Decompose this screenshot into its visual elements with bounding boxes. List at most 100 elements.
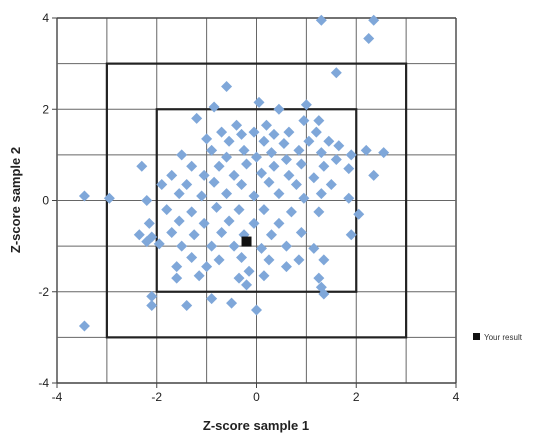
data-point <box>325 179 337 191</box>
y-tick-label: -2 <box>38 285 49 299</box>
data-point <box>228 169 240 181</box>
data-point <box>136 160 148 172</box>
data-point <box>258 135 270 147</box>
data-point <box>363 33 375 45</box>
data-point <box>273 103 285 115</box>
data-point <box>78 320 90 332</box>
legend: Your result <box>473 333 523 342</box>
reference-box <box>155 108 358 293</box>
your-result-marker <box>241 236 252 247</box>
data-point <box>186 252 198 264</box>
data-point <box>206 293 218 305</box>
your-result-group <box>241 236 252 247</box>
data-point <box>258 270 270 282</box>
data-point <box>248 190 260 202</box>
data-point <box>213 160 225 172</box>
data-point <box>315 147 327 159</box>
data-point <box>221 188 233 200</box>
data-point <box>263 176 275 188</box>
data-point <box>255 242 267 254</box>
data-point <box>221 151 233 163</box>
data-point <box>318 160 330 172</box>
data-point <box>293 254 305 266</box>
tick-labels: -4 -2 0 2 4 4 2 0 -2 -4 <box>38 11 459 404</box>
data-point <box>295 226 307 238</box>
y-axis-title: Z-score sample 2 <box>8 147 23 253</box>
data-point <box>233 204 245 216</box>
data-point <box>265 229 277 241</box>
data-point <box>166 226 178 238</box>
data-point <box>248 217 260 229</box>
data-point <box>198 217 210 229</box>
y-tick-label: -4 <box>38 376 49 390</box>
data-point <box>231 119 243 131</box>
data-point <box>143 217 155 229</box>
data-point <box>260 119 272 131</box>
x-tick-label: 4 <box>453 390 460 404</box>
data-point <box>176 149 188 161</box>
data-point <box>315 188 327 200</box>
data-point <box>193 270 205 282</box>
data-point <box>318 254 330 266</box>
data-point <box>313 272 325 284</box>
legend-label: Your result <box>484 333 523 342</box>
data-point <box>78 190 90 202</box>
legend-marker <box>473 333 480 340</box>
data-point <box>173 215 185 227</box>
data-point <box>295 158 307 170</box>
data-point <box>333 140 345 152</box>
data-point <box>318 288 330 300</box>
data-point <box>141 236 153 248</box>
data-point <box>186 160 198 172</box>
data-point <box>166 169 178 181</box>
data-point <box>236 252 248 264</box>
data-point <box>353 208 365 220</box>
data-point <box>253 96 265 108</box>
data-point <box>345 149 357 161</box>
data-point <box>283 169 295 181</box>
data-point <box>273 188 285 200</box>
x-tick-label: 0 <box>253 390 260 404</box>
data-point <box>198 169 210 181</box>
data-point <box>251 151 262 163</box>
data-point <box>315 14 327 26</box>
data-point <box>323 135 335 147</box>
data-point <box>153 238 165 250</box>
data-point <box>133 229 145 241</box>
data-point <box>368 14 380 26</box>
data-point <box>298 192 310 204</box>
data-point <box>368 169 380 181</box>
data-point <box>343 163 355 175</box>
data-point <box>171 261 183 273</box>
data-point <box>216 226 228 238</box>
data-point <box>176 240 188 252</box>
data-point <box>216 126 228 138</box>
data-point <box>161 204 173 216</box>
data-point <box>268 160 280 172</box>
data-point <box>226 297 238 309</box>
y-tick-label: 2 <box>42 102 49 116</box>
data-point <box>280 240 292 252</box>
data-point <box>290 179 302 191</box>
data-point <box>345 229 357 241</box>
data-point <box>188 229 200 241</box>
grid-lines <box>52 17 457 388</box>
data-point <box>268 128 280 140</box>
data-point <box>236 179 248 191</box>
data-point <box>191 112 203 124</box>
data-point <box>273 217 285 229</box>
data-point <box>223 215 235 227</box>
data-point <box>280 153 292 165</box>
data-point <box>308 172 320 184</box>
data-point <box>258 204 270 216</box>
data-point <box>313 206 325 218</box>
data-points <box>78 14 390 332</box>
data-point <box>303 135 315 147</box>
data-point <box>206 144 218 156</box>
data-point <box>243 265 255 277</box>
data-point <box>181 299 193 311</box>
data-point <box>308 242 320 254</box>
data-point <box>298 115 310 127</box>
data-point <box>280 261 292 273</box>
